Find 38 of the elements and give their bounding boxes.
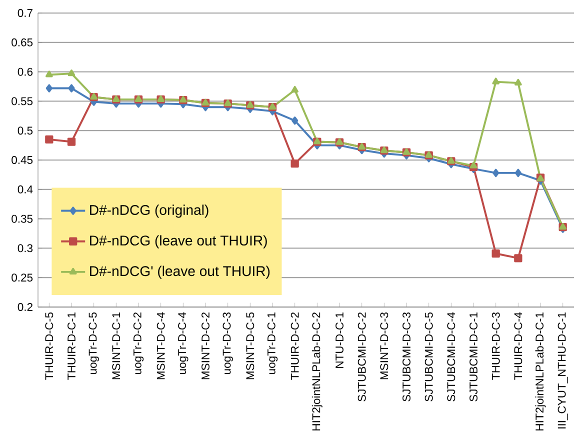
legend-label: D#-nDCG (leave out THUIR) <box>90 235 267 248</box>
y-tick-label: 0.6 <box>18 68 33 76</box>
x-tick-label: THUIR-D-C-2 <box>290 312 299 380</box>
x-tick-label: SJTUBCMI-D-C-4 <box>447 312 456 402</box>
y-tick-label: 0.55 <box>12 97 33 106</box>
x-tick-label: SJTUBCMI-D-C-5 <box>424 312 433 402</box>
x-tick-label: MSINT-D-C-4 <box>156 312 165 380</box>
y-tick-label: 0.3 <box>18 244 33 252</box>
y-tick-label: 0.25 <box>12 274 33 282</box>
x-tick-label: SJTUBCMI-D-C-3 <box>402 312 410 402</box>
x-tick-label: uogTr-D-C-4 <box>178 312 188 374</box>
x-tick-label: THUIR-D-C-1 <box>68 312 76 380</box>
x-tick-label: uogTr-D-C-1 <box>267 312 278 374</box>
x-tick-label: THUIR-D-C-3 <box>492 312 500 380</box>
x-tick-label: III_CYUT_NTHU-D-C-1 <box>558 312 568 428</box>
x-tick-label: SJTUBCMI-D-C-1 <box>470 312 478 402</box>
x-tick-label: HIT2jointNLPLab-D-C-1 <box>535 312 546 430</box>
x-tick-label: uogTr-D-C-5 <box>88 312 99 374</box>
x-tick-label: MSINT-D-C-3 <box>380 312 388 380</box>
x-tick-label: SJTUBCMI-D-C-2 <box>358 312 366 402</box>
legend-label: D#-nDCG' (leave out THUIR) <box>90 266 270 279</box>
y-tick-label: 0.35 <box>12 214 33 223</box>
y-tick-label: 0.5 <box>18 126 33 135</box>
x-tick-label: MSINT-D-C-5 <box>246 312 254 380</box>
x-tick-label: HIT2jointNLPLab-D-C-2 <box>312 312 322 430</box>
y-tick-label: 0.45 <box>12 156 33 164</box>
x-tick-label: NTU-D-C-1 <box>336 312 344 368</box>
x-tick-label: MSINT-D-C-1 <box>112 312 120 380</box>
y-tick-label: 0.65 <box>12 38 33 46</box>
legend-label: D#-nDCG (original) <box>90 204 208 218</box>
y-tick-label: 0.4 <box>18 185 33 194</box>
x-tick-label: uogTr-D-C-2 <box>133 312 144 374</box>
x-tick-label: THUIR-D-C-4 <box>514 312 522 380</box>
x-tick-label: MSINT-D-C-2 <box>202 312 210 380</box>
y-tick-label: 0.2 <box>18 303 32 311</box>
x-tick-label: THUIR-D-C-5 <box>45 312 54 380</box>
y-tick-label: 0.7 <box>18 9 32 17</box>
x-tick-label: uogTr-D-C-3 <box>222 312 233 374</box>
